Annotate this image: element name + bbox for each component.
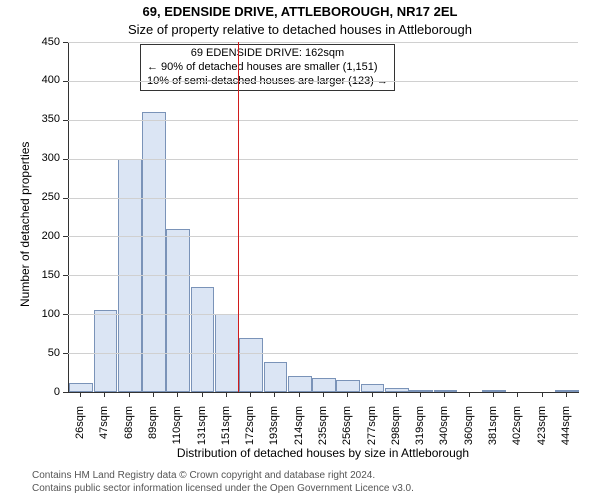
chart-title-line2: Size of property relative to detached ho… bbox=[0, 22, 600, 37]
xtick-label: 235sqm bbox=[317, 406, 329, 456]
xtick-mark bbox=[444, 392, 445, 397]
xtick-mark bbox=[372, 392, 373, 397]
ytick-mark bbox=[63, 353, 68, 354]
histogram-bar bbox=[288, 376, 312, 392]
xtick-label: 131sqm bbox=[196, 406, 208, 456]
ytick-mark bbox=[63, 198, 68, 199]
gridline-h bbox=[68, 42, 578, 43]
xtick-mark bbox=[542, 392, 543, 397]
ytick-label: 100 bbox=[28, 308, 60, 320]
histogram-bar bbox=[142, 112, 166, 392]
gridline-h bbox=[68, 314, 578, 315]
ytick-mark bbox=[63, 236, 68, 237]
xtick-label: 340sqm bbox=[438, 406, 450, 456]
ytick-label: 400 bbox=[28, 74, 60, 86]
annotation-box: 69 EDENSIDE DRIVE: 162sqm ← 90% of detac… bbox=[140, 44, 395, 91]
ytick-mark bbox=[63, 159, 68, 160]
ytick-label: 0 bbox=[28, 386, 60, 398]
gridline-h bbox=[68, 81, 578, 82]
xtick-label: 402sqm bbox=[511, 406, 523, 456]
xtick-label: 68sqm bbox=[123, 406, 135, 456]
histogram-bar bbox=[191, 287, 215, 392]
xtick-mark bbox=[250, 392, 251, 397]
xtick-mark bbox=[202, 392, 203, 397]
xtick-label: 172sqm bbox=[244, 406, 256, 456]
xtick-mark bbox=[469, 392, 470, 397]
gridline-h bbox=[68, 198, 578, 199]
ytick-label: 300 bbox=[28, 152, 60, 164]
gridline-h bbox=[68, 120, 578, 121]
histogram-bar bbox=[69, 383, 93, 392]
xtick-label: 444sqm bbox=[560, 406, 572, 456]
gridline-h bbox=[68, 159, 578, 160]
xtick-mark bbox=[323, 392, 324, 397]
histogram-bar bbox=[336, 380, 360, 392]
xtick-mark bbox=[153, 392, 154, 397]
xtick-label: 423sqm bbox=[536, 406, 548, 456]
xtick-label: 26sqm bbox=[74, 406, 86, 456]
xtick-mark bbox=[396, 392, 397, 397]
ytick-label: 250 bbox=[28, 191, 60, 203]
xtick-label: 319sqm bbox=[414, 406, 426, 456]
xtick-mark bbox=[274, 392, 275, 397]
footer-line1: Contains HM Land Registry data © Crown c… bbox=[32, 470, 414, 483]
xtick-label: 47sqm bbox=[98, 406, 110, 456]
ytick-mark bbox=[63, 42, 68, 43]
xtick-mark bbox=[493, 392, 494, 397]
y-axis-label: Number of detached properties bbox=[18, 142, 32, 307]
xtick-label: 298sqm bbox=[390, 406, 402, 456]
histogram-bar bbox=[312, 378, 336, 392]
xtick-label: 110sqm bbox=[171, 406, 183, 456]
ytick-label: 350 bbox=[28, 113, 60, 125]
ytick-mark bbox=[63, 275, 68, 276]
histogram-bar bbox=[385, 388, 409, 392]
gridline-h bbox=[68, 275, 578, 276]
ytick-mark bbox=[63, 81, 68, 82]
ytick-label: 450 bbox=[28, 36, 60, 48]
xtick-label: 256sqm bbox=[341, 406, 353, 456]
xtick-label: 151sqm bbox=[220, 406, 232, 456]
xtick-label: 193sqm bbox=[268, 406, 280, 456]
chart-container: 69, EDENSIDE DRIVE, ATTLEBOROUGH, NR17 2… bbox=[0, 0, 600, 500]
xtick-mark bbox=[226, 392, 227, 397]
xtick-mark bbox=[517, 392, 518, 397]
histogram-bar bbox=[166, 229, 190, 392]
annotation-line1: 69 EDENSIDE DRIVE: 162sqm bbox=[147, 47, 388, 61]
annotation-line2: ← 90% of detached houses are smaller (1,… bbox=[147, 61, 388, 75]
footer-line2: Contains public sector information licen… bbox=[32, 483, 414, 496]
histogram-bar bbox=[555, 390, 579, 392]
xtick-mark bbox=[299, 392, 300, 397]
gridline-h bbox=[68, 236, 578, 237]
histogram-bar bbox=[264, 362, 288, 392]
xtick-mark bbox=[177, 392, 178, 397]
chart-title-line1: 69, EDENSIDE DRIVE, ATTLEBOROUGH, NR17 2… bbox=[0, 4, 600, 19]
histogram-bar bbox=[94, 310, 118, 392]
xtick-label: 214sqm bbox=[293, 406, 305, 456]
xtick-mark bbox=[420, 392, 421, 397]
ytick-label: 50 bbox=[28, 347, 60, 359]
ytick-label: 200 bbox=[28, 230, 60, 242]
xtick-mark bbox=[347, 392, 348, 397]
plot-area bbox=[68, 42, 579, 393]
xtick-mark bbox=[566, 392, 567, 397]
property-size-marker-line bbox=[238, 42, 239, 392]
xtick-label: 89sqm bbox=[147, 406, 159, 456]
gridline-h bbox=[68, 353, 578, 354]
xtick-mark bbox=[104, 392, 105, 397]
footer-attribution: Contains HM Land Registry data © Crown c… bbox=[32, 470, 414, 495]
xtick-label: 360sqm bbox=[463, 406, 475, 456]
xtick-label: 277sqm bbox=[366, 406, 378, 456]
xtick-mark bbox=[129, 392, 130, 397]
ytick-label: 150 bbox=[28, 269, 60, 281]
ytick-mark bbox=[63, 314, 68, 315]
histogram-bar bbox=[361, 384, 385, 392]
histogram-bar bbox=[239, 338, 263, 392]
ytick-mark bbox=[63, 392, 68, 393]
ytick-mark bbox=[63, 120, 68, 121]
xtick-label: 381sqm bbox=[487, 406, 499, 456]
xtick-mark bbox=[80, 392, 81, 397]
